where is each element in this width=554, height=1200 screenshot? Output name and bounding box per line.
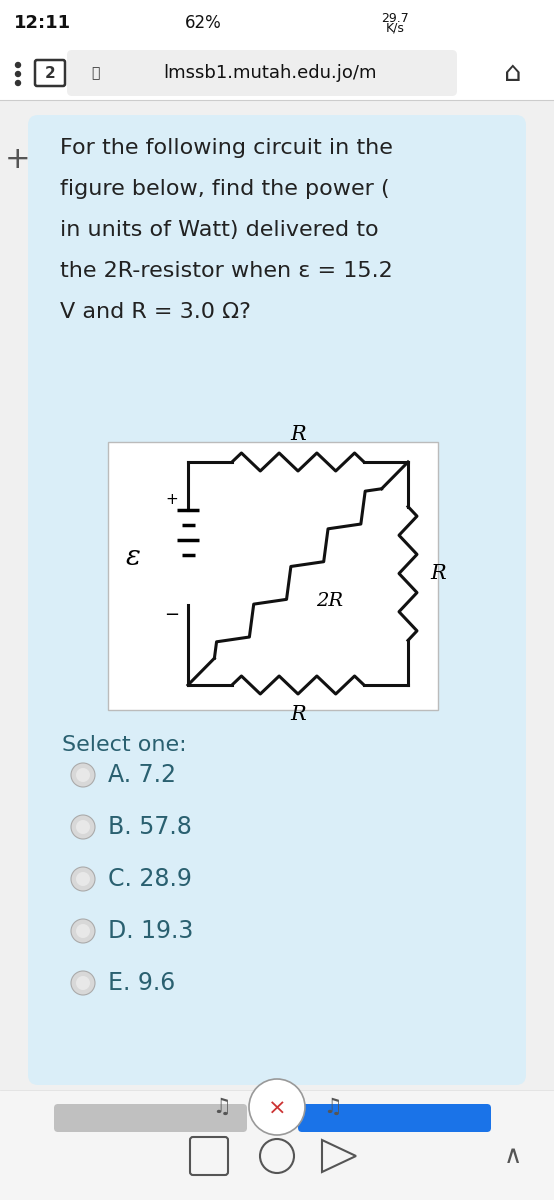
Text: ∧: ∧ — [504, 1144, 522, 1168]
FancyBboxPatch shape — [67, 50, 457, 96]
Polygon shape — [322, 1140, 356, 1172]
Text: B. 57.8: B. 57.8 — [108, 815, 192, 839]
Text: Select one:: Select one: — [62, 734, 187, 755]
FancyBboxPatch shape — [298, 1104, 491, 1132]
Text: −: − — [165, 606, 179, 624]
Text: D. 19.3: D. 19.3 — [108, 919, 193, 943]
Text: A. 7.2: A. 7.2 — [108, 763, 176, 787]
Text: ⌂: ⌂ — [504, 59, 522, 86]
Circle shape — [71, 763, 95, 787]
Text: the 2R-resistor when ε = 15.2: the 2R-resistor when ε = 15.2 — [60, 260, 393, 281]
Circle shape — [76, 872, 90, 886]
FancyBboxPatch shape — [35, 60, 65, 86]
Text: E. 9.6: E. 9.6 — [108, 971, 175, 995]
Circle shape — [76, 924, 90, 938]
Text: R: R — [290, 704, 306, 724]
FancyBboxPatch shape — [190, 1138, 228, 1175]
Bar — [0, 1090, 554, 1200]
Text: 12:11: 12:11 — [14, 14, 71, 32]
FancyBboxPatch shape — [54, 1104, 247, 1132]
Text: K/s: K/s — [386, 22, 404, 35]
Text: R: R — [290, 425, 306, 444]
Text: 29.7: 29.7 — [381, 12, 409, 24]
Circle shape — [16, 72, 20, 77]
Text: 2: 2 — [45, 66, 55, 80]
Text: lmssb1.mutah.edu.jo/m: lmssb1.mutah.edu.jo/m — [163, 64, 377, 82]
Circle shape — [71, 815, 95, 839]
Circle shape — [71, 971, 95, 995]
Text: in units of Watt) delivered to: in units of Watt) delivered to — [60, 220, 378, 240]
Text: 62%: 62% — [185, 14, 222, 32]
Text: 🔒: 🔒 — [91, 66, 99, 80]
Bar — [0, 0, 554, 44]
Text: C. 28.9: C. 28.9 — [108, 866, 192, 890]
Text: +: + — [5, 145, 31, 174]
Text: For the following circuit in the: For the following circuit in the — [60, 138, 393, 158]
Text: V and R = 3.0 Ω?: V and R = 3.0 Ω? — [60, 302, 251, 322]
Circle shape — [76, 976, 90, 990]
FancyBboxPatch shape — [28, 115, 526, 1085]
Text: ε: ε — [126, 544, 140, 571]
Text: 2R: 2R — [316, 592, 343, 610]
Text: ♫: ♫ — [213, 1097, 232, 1117]
Text: ×: × — [268, 1099, 286, 1118]
Text: ♫: ♫ — [324, 1097, 342, 1117]
Circle shape — [260, 1139, 294, 1174]
Text: figure below, find the power (: figure below, find the power ( — [60, 179, 389, 199]
Circle shape — [76, 768, 90, 782]
Circle shape — [16, 80, 20, 85]
Text: +: + — [166, 492, 178, 508]
Circle shape — [71, 866, 95, 890]
Circle shape — [76, 820, 90, 834]
Circle shape — [249, 1079, 305, 1135]
Circle shape — [16, 62, 20, 67]
Bar — [108, 442, 438, 710]
Bar — [0, 44, 554, 100]
Text: R: R — [430, 564, 446, 583]
Circle shape — [71, 919, 95, 943]
